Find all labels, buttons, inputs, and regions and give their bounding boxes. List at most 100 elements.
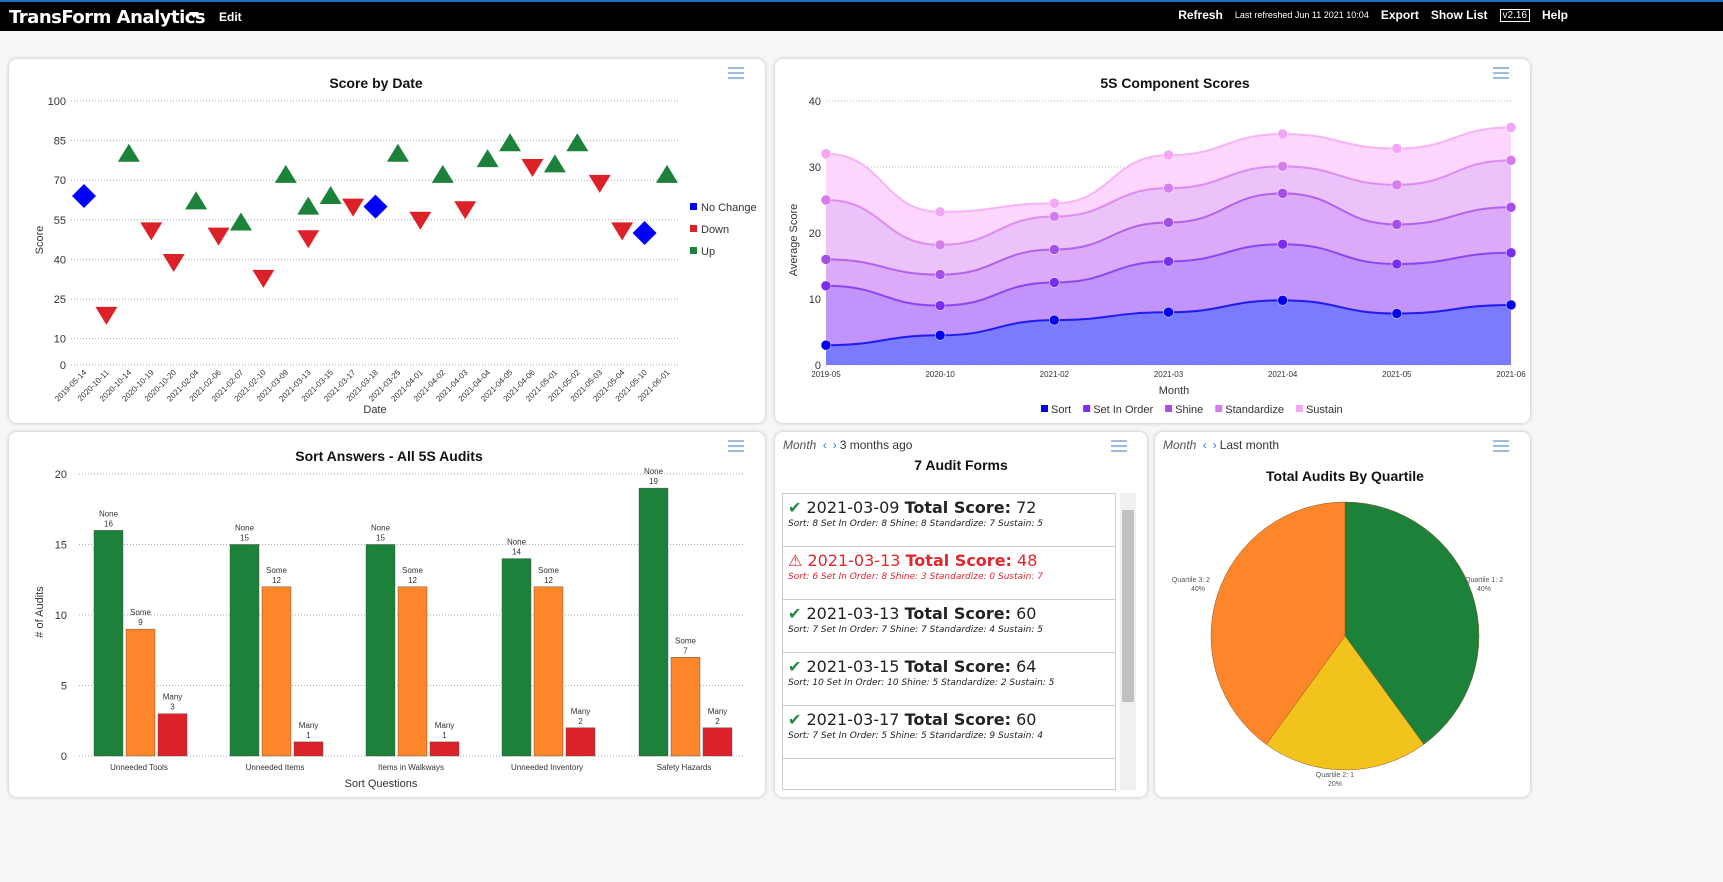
audit-list-item[interactable]: ✔ 2021-03-17 Total Score: 60 Sort: 7 Set … [783,706,1115,759]
audit-date: 2021-03-15 [806,657,900,676]
data-point-up [185,191,208,210]
legend-swatch [1295,405,1303,412]
scroll-thumb[interactable] [1122,510,1134,702]
data-point-down [140,222,163,241]
data-point [820,280,832,292]
bar-label: Some [675,636,696,645]
y-tick-label: 5 [61,681,67,693]
bar-value: 7 [683,646,688,655]
data-point-down [297,230,320,249]
slice-label: Quartile 2: 1 [1316,772,1354,779]
data-point [1163,256,1174,267]
menu-icon[interactable] [728,67,744,79]
scrollbar[interactable] [1120,493,1136,790]
app-menu-caret-icon[interactable] [189,12,199,18]
bar-label: Some [130,608,151,617]
bar-value: 3 [170,703,175,712]
data-point [820,339,832,351]
data-point-down [611,222,634,241]
audit-list-item[interactable]: ⚠ 2021-03-13 Total Score: 48 Sort: 6 Set … [783,547,1115,600]
bar-label: Some [402,566,423,575]
x-tick-label: 2021-04 [1268,370,1298,379]
data-point-down [207,227,230,246]
y-tick-label: 20 [809,228,821,240]
y-tick-label: 100 [48,96,66,108]
prev-period-icon[interactable]: ‹ [822,438,827,452]
legend-label: Sustain [1306,404,1343,416]
bar-none [93,530,124,757]
bar-value: 12 [272,576,281,585]
legend-swatch [1165,405,1173,412]
bar-value: 12 [544,576,553,585]
period-value: Last month [1219,438,1280,452]
chart-title: Score by Date [329,75,423,91]
audit-list-item[interactable]: ✔ 2021-03-15 Total Score: 64 Sort: 10 Set… [783,653,1115,706]
edit-button[interactable]: Edit [219,10,242,24]
y-tick-label: 20 [55,469,67,481]
show-list-button[interactable]: Show List [1430,8,1488,22]
bar-value: 15 [376,534,385,543]
refresh-button[interactable]: Refresh [1178,8,1223,22]
data-point [1163,149,1174,161]
sort-answers-panel: Sort Answers - All 5S Audits 0 5 10 15 20 None… [9,432,765,797]
data-point-down [162,254,185,273]
audit-detail: Sort: 7 Set In Order: 5 Shine: 5 Standar… [788,731,1043,741]
bar-value: 1 [442,731,447,740]
audit-score: 72 [1016,498,1037,517]
data-point [1049,244,1060,255]
next-period-icon[interactable]: › [832,438,837,452]
prev-period-icon[interactable]: ‹ [1202,438,1207,452]
data-point [1391,258,1403,270]
data-point [1505,155,1517,166]
score-label: Total Score: [904,657,1011,676]
quartile-pie-chart: Total Audits By Quartile Quartile 1: 2 40%… [1172,468,1503,788]
y-axis-label: Average Score [788,204,800,277]
data-point-up [297,196,320,215]
menu-icon[interactable] [1493,440,1509,452]
legend-swatch [690,203,697,210]
data-point [1277,188,1288,199]
period-label: Month [783,438,817,452]
menu-icon[interactable] [728,440,744,452]
data-point-up [431,164,454,183]
pie-slice-quartile-2 [1265,635,1425,771]
chart-title: Total Audits By Quartile [1266,468,1424,484]
legend-label: Set In Order [1093,404,1153,416]
bar-many [702,727,733,757]
data-point-down [521,159,544,177]
audit-list-item[interactable]: ✔ 2021-03-09 Total Score: 72 Sort: 8 Set … [783,494,1115,547]
bar-none [365,544,396,757]
audit-list-item[interactable]: ✔ 2021-03-13 Total Score: 60 Sort: 7 Set … [783,600,1115,653]
slice-label: Quartile 1: 2 [1465,577,1503,584]
bar-value: 14 [512,548,521,557]
bar-label: Many [299,721,319,730]
menu-icon[interactable] [1493,67,1509,79]
data-point-up [117,143,140,162]
data-point [1277,161,1288,172]
bar-many [157,713,188,757]
data-point-up [543,154,566,173]
bar-value: 1 [306,731,311,740]
y-tick-label: 25 [54,294,66,306]
menu-icon[interactable] [1111,440,1127,452]
audit-forms-title: 7 Audit Forms [914,457,1008,473]
audit-detail: Sort: 7 Set In Order: 7 Shine: 7 Standar… [788,625,1043,635]
data-point-up [386,143,409,162]
chart-title: Sort Answers - All 5S Audits [295,448,483,464]
data-point [1391,143,1403,154]
audit-detail: Sort: 10 Set In Order: 10 Shine: 5 Stand… [788,678,1055,688]
data-point [934,239,946,251]
data-point-down [95,306,118,325]
bar-label: None [235,524,255,533]
slice-pct: 20% [1328,781,1342,788]
help-button[interactable]: Help [1541,8,1568,22]
bar-label: Many [571,707,591,716]
bar-value: 2 [715,717,720,726]
next-period-icon[interactable]: › [1212,438,1217,452]
x-tick-label: 2019-05 [811,370,841,379]
slice-pct: 40% [1191,586,1205,593]
y-tick-label: 40 [809,96,821,108]
audit-score: 60 [1016,604,1037,623]
export-button[interactable]: Export [1380,8,1419,22]
data-point-up [656,164,678,183]
